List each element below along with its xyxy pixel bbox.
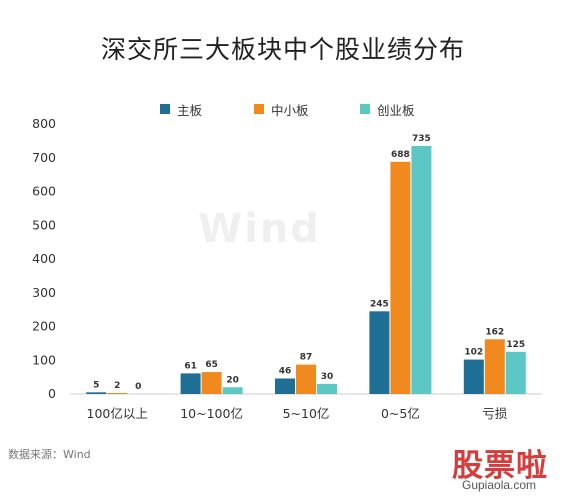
- y-tick-label: 700: [32, 150, 56, 165]
- y-tick-label: 100: [32, 352, 56, 367]
- y-tick-label: 0: [48, 386, 56, 401]
- brand-logo-text: 股票啦: [452, 448, 548, 484]
- x-tick-label: 5~10亿: [283, 406, 330, 421]
- bar: [317, 383, 337, 394]
- x-tick-label: 亏损: [482, 406, 508, 421]
- bar-data-label: 30: [321, 372, 334, 382]
- bar: [505, 351, 526, 394]
- legend-swatch-chinext-board: [360, 104, 370, 114]
- bar: [463, 359, 484, 394]
- bar-data-label: 61: [184, 361, 197, 371]
- legend-item-main-board: 主板: [160, 100, 202, 118]
- legend-swatch-sme-board: [254, 104, 264, 114]
- bar: [222, 387, 243, 394]
- bar-data-label: 245: [370, 299, 389, 309]
- bar-data-label: 0: [135, 382, 141, 392]
- legend-label-sme-board: 中小板: [271, 102, 309, 118]
- bar-data-label: 735: [412, 134, 431, 144]
- bar: [390, 161, 411, 394]
- bar: [484, 339, 505, 394]
- bar: [411, 145, 432, 394]
- bar-data-label: 20: [226, 375, 239, 385]
- bar-data-label: 5: [93, 380, 99, 390]
- data-source-note: 数据来源：Wind: [8, 448, 91, 461]
- x-tick-label: 100亿以上: [87, 406, 148, 421]
- bar: [107, 393, 128, 394]
- y-tick-label: 500: [32, 217, 56, 232]
- bar-data-label: 2: [114, 381, 120, 391]
- x-tick-label: 10~100亿: [180, 406, 243, 421]
- legend-swatch-main-board: [160, 104, 170, 114]
- bar-data-label: 688: [391, 150, 410, 160]
- bar: [86, 392, 107, 394]
- bar: [369, 311, 390, 394]
- bar-data-label: 162: [485, 327, 504, 337]
- y-tick-label: 600: [32, 184, 56, 199]
- y-tick-label: 400: [32, 251, 56, 266]
- bar: [201, 372, 222, 394]
- legend-item-sme-board: 中小板: [254, 100, 309, 118]
- chart-title: 深交所三大板块中个股业绩分布: [100, 35, 465, 64]
- bar-data-label: 125: [506, 340, 525, 350]
- y-tick-label: 300: [32, 285, 56, 300]
- wind-watermark: Wind: [198, 206, 321, 252]
- y-tick-label: 200: [32, 319, 56, 334]
- bar-data-label: 65: [205, 360, 218, 370]
- brand-url: Gupiaola.com: [462, 478, 537, 492]
- bar-data-label: 102: [464, 348, 483, 358]
- bar-data-label: 46: [279, 366, 292, 376]
- bar: [180, 373, 201, 394]
- legend-item-chinext-board: 创业板: [360, 100, 415, 118]
- y-tick-label: 800: [32, 116, 56, 131]
- bar: [296, 364, 316, 394]
- bar: [275, 378, 295, 394]
- x-tick-label: 0~5亿: [381, 406, 420, 421]
- bar-data-label: 87: [300, 353, 313, 363]
- legend-label-chinext-board: 创业板: [377, 102, 415, 118]
- chart-legend: 主板 中小板 创业板: [0, 100, 566, 118]
- legend-label-main-board: 主板: [177, 102, 203, 118]
